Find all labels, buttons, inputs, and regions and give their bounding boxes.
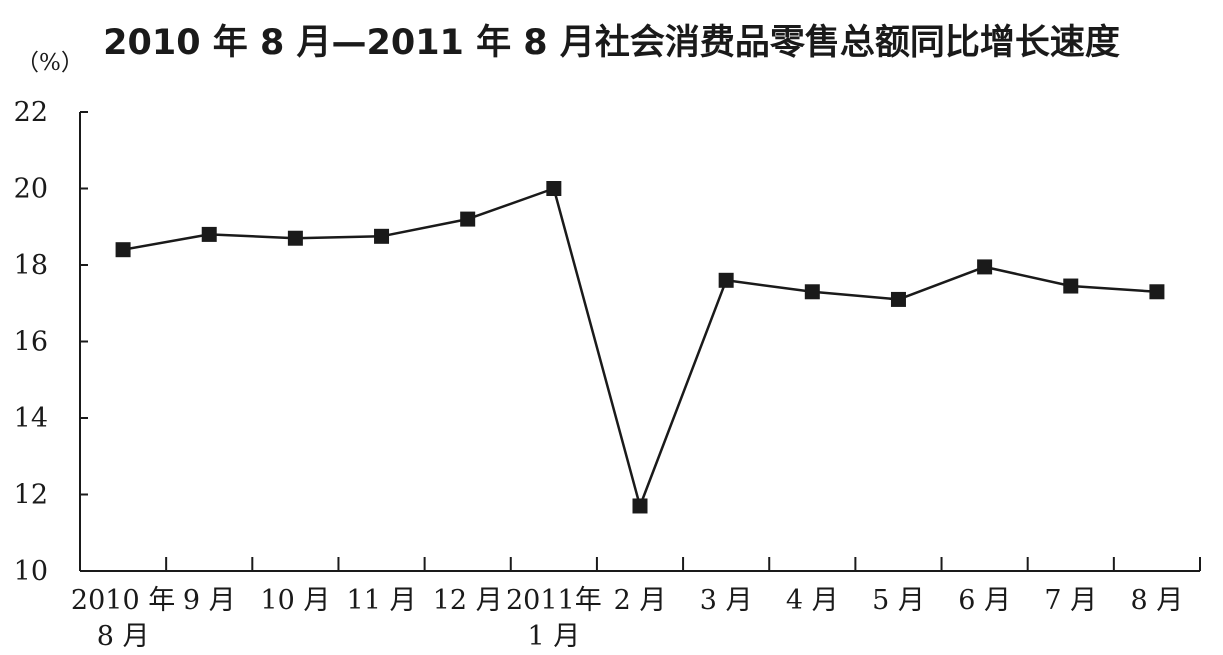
x-tick-label: 1 月 bbox=[527, 621, 580, 652]
data-point-marker bbox=[1149, 284, 1165, 300]
data-point-marker bbox=[201, 226, 217, 242]
x-tick-label: 11 月 bbox=[347, 585, 417, 616]
x-tick-label: 2011年 bbox=[506, 585, 602, 616]
y-tick-label: 12 bbox=[14, 480, 48, 511]
data-point-marker bbox=[287, 230, 303, 246]
y-axis-unit-label: （%） bbox=[16, 50, 84, 76]
data-point-marker bbox=[460, 211, 476, 227]
data-series bbox=[115, 181, 1165, 514]
data-point-marker bbox=[115, 242, 131, 258]
x-tick-label: 7 月 bbox=[1044, 585, 1097, 616]
x-axis: 2010 年 8 月 9 月 10 月 11 月 12 月 2011年 1 月 2 月 3 月 4 … bbox=[71, 557, 1201, 652]
y-tick-label: 10 bbox=[14, 556, 48, 587]
x-tick-label: 4 月 bbox=[786, 585, 839, 616]
x-tick-label: 3 月 bbox=[700, 585, 753, 616]
chart-title: 2010 年 8 月—2011 年 8 月社会消费品零售总额同比增长速度 bbox=[103, 23, 1120, 63]
x-tick-label: 9 月 bbox=[183, 585, 236, 616]
x-tick-label: 8 月 bbox=[97, 621, 150, 652]
data-point-marker bbox=[546, 181, 562, 196]
x-tick-label: 2 月 bbox=[614, 585, 667, 616]
y-tick-label: 16 bbox=[14, 327, 48, 358]
y-tick-label: 22 bbox=[14, 97, 48, 128]
series-line bbox=[122, 187, 1157, 508]
data-point-marker bbox=[718, 272, 734, 288]
y-tick-label: 14 bbox=[14, 403, 48, 434]
y-axis: 10 12 14 16 18 20 22 bbox=[14, 97, 88, 587]
y-tick-label: 20 bbox=[14, 174, 48, 205]
x-tick-label: 5 月 bbox=[872, 585, 925, 616]
x-tick-label: 10 月 bbox=[260, 585, 330, 616]
y-tick-label: 18 bbox=[14, 250, 48, 281]
x-tick-label: 12 月 bbox=[433, 585, 503, 616]
data-point-marker bbox=[1063, 278, 1079, 294]
data-point-marker bbox=[890, 291, 906, 307]
data-point-marker bbox=[977, 259, 993, 275]
data-point-marker bbox=[632, 498, 648, 514]
x-tick-label: 6 月 bbox=[958, 585, 1011, 616]
x-tick-label: 8 月 bbox=[1131, 585, 1184, 616]
data-point-marker bbox=[804, 284, 820, 300]
data-point-marker bbox=[374, 228, 390, 244]
x-tick-label: 2010 年 bbox=[71, 585, 175, 616]
